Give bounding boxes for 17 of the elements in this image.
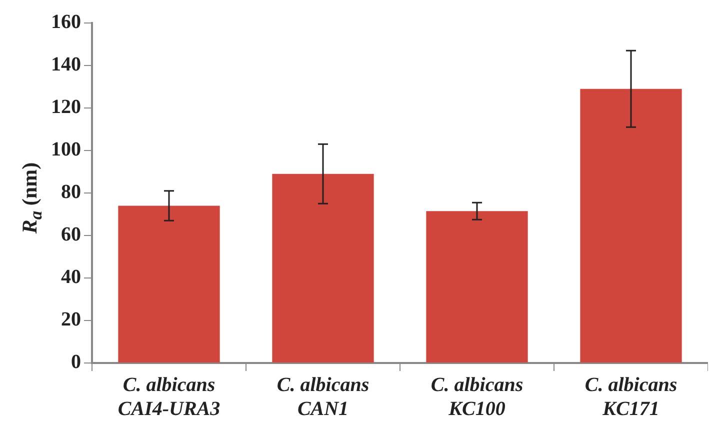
bar: [580, 88, 682, 362]
y-tick-label: 60: [61, 224, 81, 246]
bar: [272, 174, 374, 362]
y-tick-label: 20: [61, 308, 81, 331]
y-tick-label: 80: [61, 181, 81, 204]
y-tick-label: 120: [51, 96, 81, 118]
x-tick-label: C. albicans CAN1: [276, 374, 370, 420]
x-tick-label: C. albicans KC100: [430, 374, 524, 420]
y-tick-label: 0: [71, 351, 81, 374]
x-tick-label: C. albicans CAI4-URA3: [118, 374, 220, 420]
y-tick-label: 40: [61, 266, 81, 288]
bar: [426, 211, 528, 362]
x-tick-label: C. albicans KC171: [584, 374, 678, 420]
y-tick-label: 140: [51, 54, 81, 76]
y-tick-label: 100: [51, 138, 81, 161]
bar: [118, 206, 220, 362]
y-tick-label: 160: [51, 11, 81, 34]
